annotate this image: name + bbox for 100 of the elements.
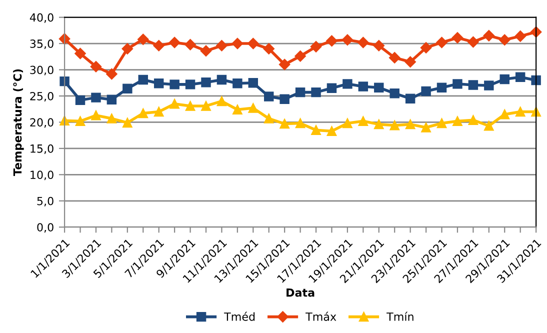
point (484, 121, 494, 131)
point (326, 126, 337, 136)
point (106, 68, 118, 80)
point (90, 61, 102, 72)
point (264, 92, 274, 102)
point (436, 118, 447, 128)
point (374, 82, 384, 92)
point (185, 101, 196, 111)
point (436, 82, 447, 92)
point (263, 43, 274, 54)
point (405, 119, 416, 130)
y-axis-title: Temperatura (°C) (13, 69, 24, 176)
point (294, 50, 306, 62)
point (500, 74, 510, 84)
point (232, 38, 244, 50)
point (531, 75, 541, 86)
point (106, 114, 117, 124)
legend-label: Tméd (224, 312, 255, 321)
point (390, 88, 400, 98)
point (248, 78, 258, 88)
point (468, 36, 479, 48)
point (342, 34, 354, 46)
point (216, 40, 228, 52)
x-axis-title: Data (286, 288, 314, 297)
point (200, 45, 212, 56)
point (358, 36, 369, 48)
point (374, 119, 384, 130)
point (170, 98, 180, 109)
point (468, 115, 478, 125)
y-tick-label: 10,0 (30, 170, 54, 180)
point (515, 72, 526, 82)
point (484, 80, 494, 90)
point (138, 74, 148, 85)
point (91, 92, 101, 102)
y-tick-label: 15,0 (30, 144, 54, 154)
point (499, 34, 510, 46)
point (280, 118, 290, 129)
point (232, 78, 242, 88)
legend-label: Tmáx (306, 312, 336, 321)
point (122, 84, 132, 94)
point (138, 34, 149, 45)
point (390, 120, 400, 130)
point (278, 58, 290, 70)
point (201, 77, 211, 88)
point (421, 122, 431, 132)
point (373, 40, 384, 52)
point (91, 110, 101, 120)
point (452, 32, 464, 44)
point (468, 80, 478, 90)
point (483, 30, 495, 42)
point (311, 125, 321, 135)
point (154, 78, 164, 88)
point (185, 80, 196, 90)
point (515, 106, 526, 117)
point (154, 106, 164, 117)
point (326, 35, 338, 47)
point (342, 79, 352, 89)
point (170, 80, 180, 90)
point (138, 108, 148, 118)
point (75, 95, 86, 106)
point (452, 116, 462, 126)
point (122, 118, 132, 128)
y-tick-label: 0,0 (37, 223, 54, 233)
point (248, 103, 258, 113)
point (295, 118, 306, 128)
point (452, 79, 462, 89)
y-tick-label: 30,0 (30, 66, 54, 76)
point (295, 87, 306, 98)
point (404, 56, 416, 68)
point (514, 30, 526, 42)
point (184, 38, 196, 50)
point (358, 116, 368, 126)
point (153, 40, 164, 52)
point (248, 38, 259, 50)
point (436, 36, 448, 48)
y-tick-label: 25,0 (30, 92, 54, 102)
y-tick-label: 5,0 (37, 196, 54, 206)
point (232, 104, 242, 114)
point (216, 96, 227, 106)
y-tick-label: 40,0 (30, 13, 54, 23)
point (358, 82, 368, 92)
point (168, 36, 180, 48)
point (216, 74, 227, 85)
point (326, 83, 337, 93)
point (58, 33, 70, 44)
point (421, 86, 431, 96)
point (420, 42, 432, 54)
point (389, 52, 400, 64)
point (106, 94, 117, 105)
point (201, 101, 211, 111)
point (342, 118, 352, 128)
point (280, 94, 290, 104)
point (75, 116, 86, 126)
legend-label: Tmín (386, 312, 414, 321)
point (311, 87, 321, 98)
point (60, 76, 70, 86)
point (74, 48, 86, 60)
point (405, 94, 416, 104)
y-tick-label: 20,0 (30, 118, 54, 128)
point (500, 109, 510, 120)
